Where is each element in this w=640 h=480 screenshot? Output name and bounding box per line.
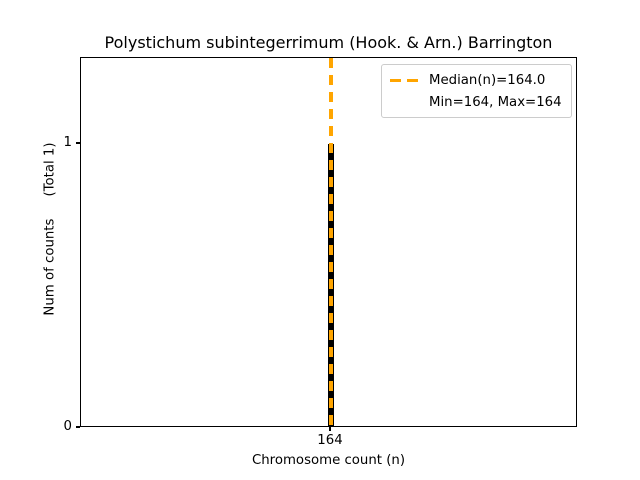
x-tick-mark-164 xyxy=(329,427,331,431)
y-tick-mark-1 xyxy=(76,142,80,144)
x-tick-label-164: 164 xyxy=(317,433,343,448)
chart-title: Polystichum subintegerrimum (Hook. & Arn… xyxy=(104,33,553,52)
legend-entry-minmax: Min=164, Max=164 xyxy=(390,92,562,112)
y-axis-label-main: Num of counts xyxy=(42,218,58,316)
legend-label-minmax: Min=164, Max=164 xyxy=(429,94,562,110)
y-axis-label: Num of counts (Total 1) xyxy=(43,59,58,399)
y-tick-label-0: 0 xyxy=(63,419,72,434)
y-axis-label-total: (Total 1) xyxy=(42,142,58,197)
x-axis-label: Chromosome count (n) xyxy=(251,453,406,468)
empty-legend-handle xyxy=(390,101,420,104)
legend-entry-median: Median(n)=164.0 xyxy=(390,70,562,90)
legend-label-median: Median(n)=164.0 xyxy=(429,72,546,88)
median-line xyxy=(329,58,333,426)
y-tick-label-1: 1 xyxy=(63,135,72,150)
legend: Median(n)=164.0 Min=164, Max=164 xyxy=(381,64,572,118)
plot-area xyxy=(80,57,577,427)
orange-dashed-line-icon xyxy=(390,78,420,82)
y-tick-mark-0 xyxy=(76,426,80,428)
